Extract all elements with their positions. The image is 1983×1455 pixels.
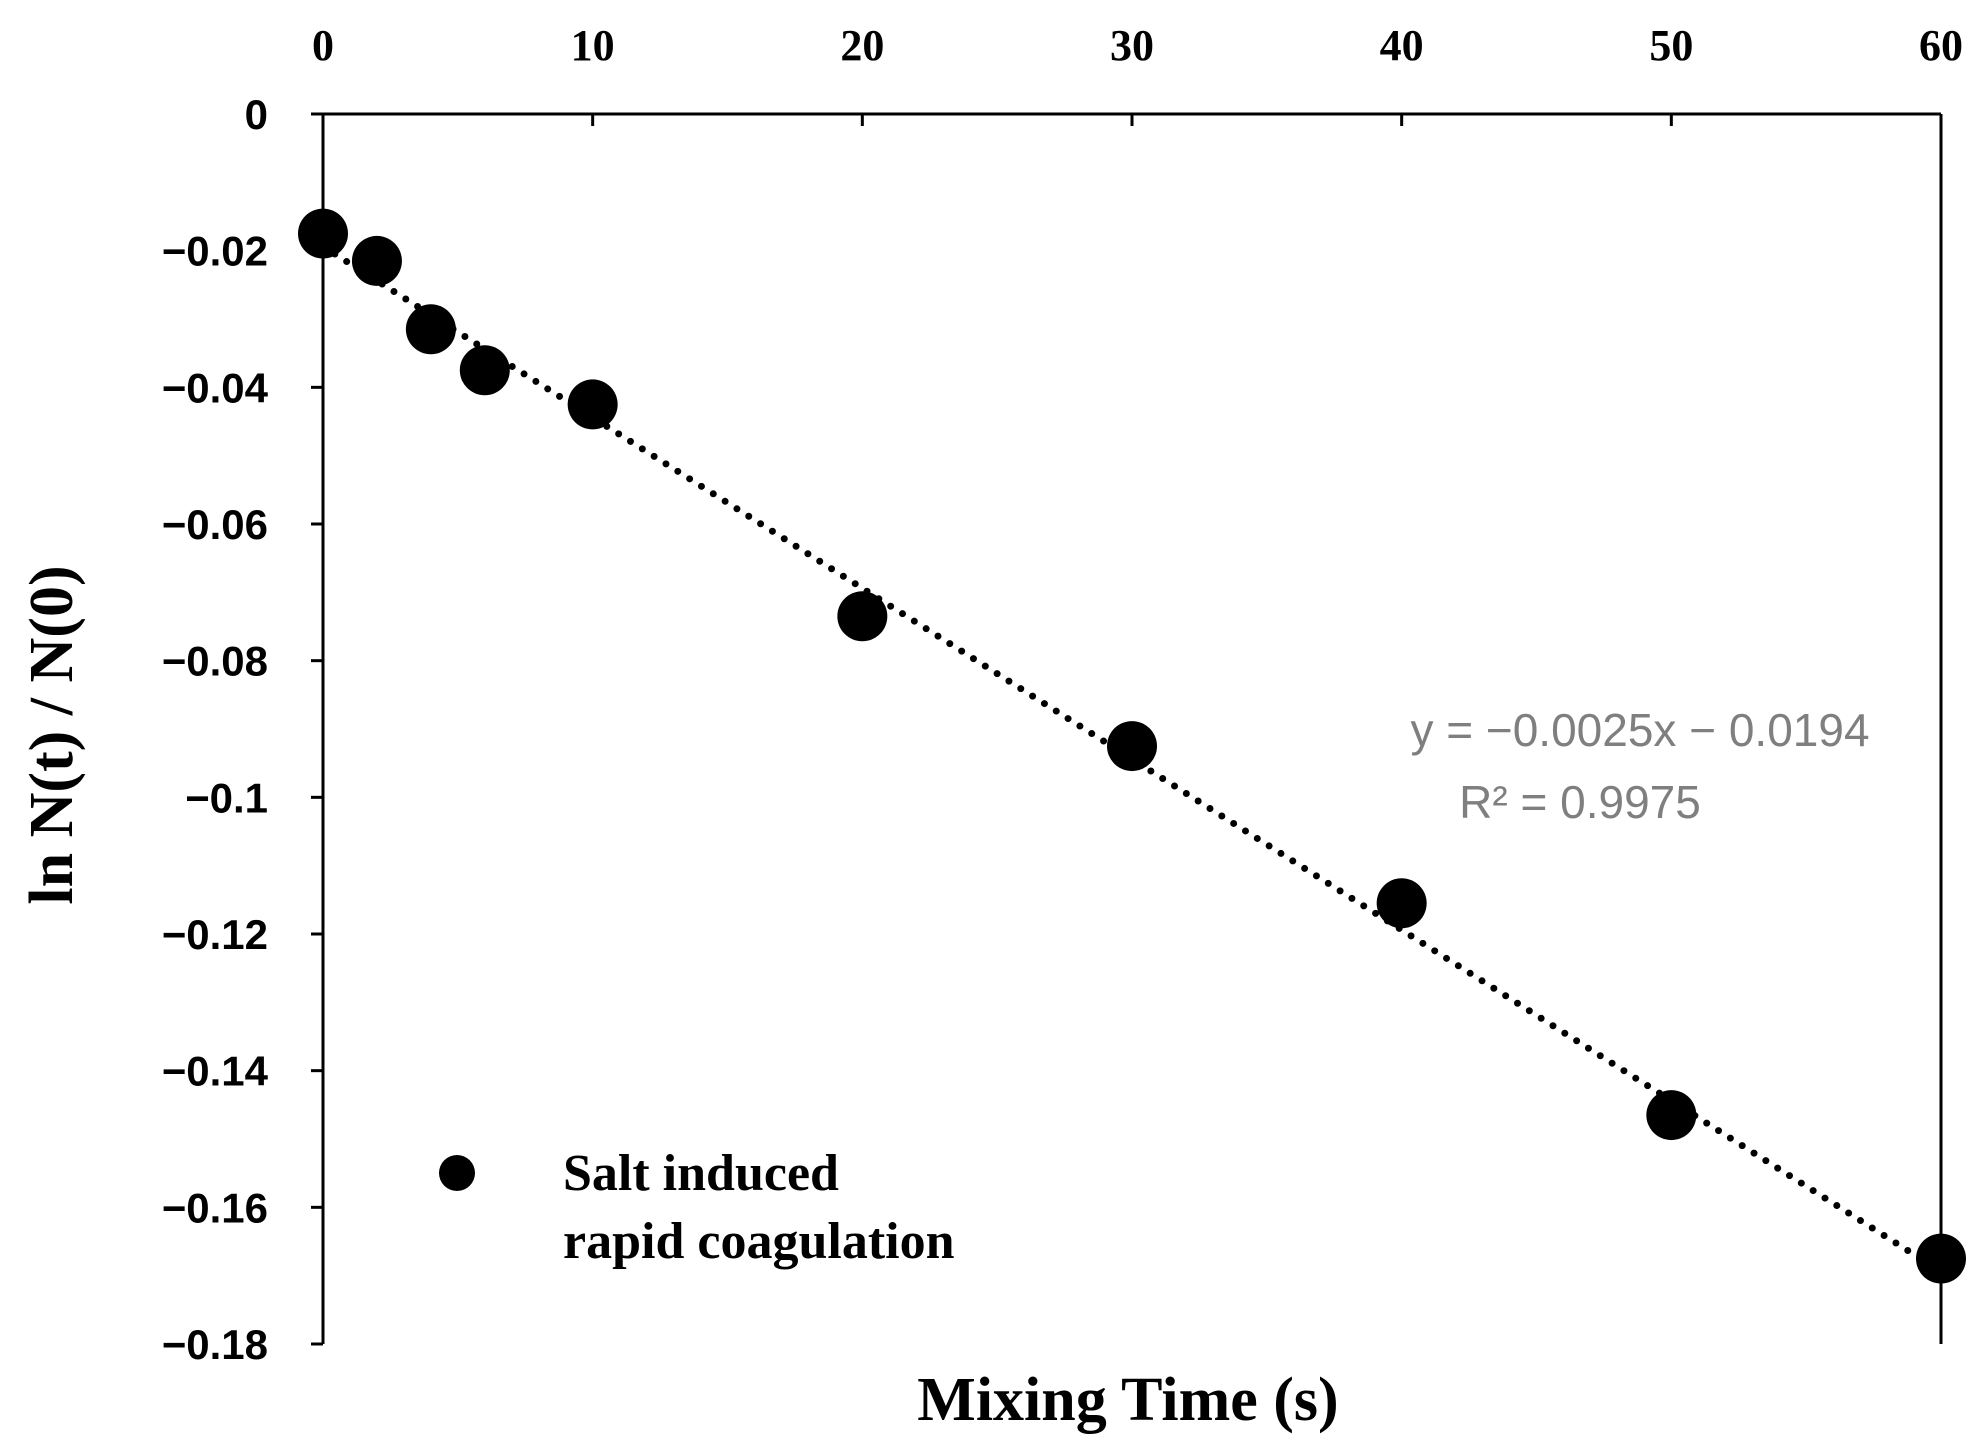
legend: Salt induced rapid coagulation — [439, 1145, 955, 1270]
y-axis-ticks: 0 −0.02 −0.04 −0.06 −0.08 −0.1 −0.12 −0.14 −0.16… — [162, 91, 323, 1368]
y-tick-label: −0.16 — [162, 1184, 268, 1231]
y-tick-label: −0.04 — [162, 364, 269, 411]
legend-label-line-1: Salt induced — [563, 1145, 839, 1202]
data-point — [1916, 1233, 1966, 1284]
data-point — [567, 379, 618, 430]
data-point — [1376, 878, 1427, 929]
y-tick-label: −0.18 — [162, 1321, 268, 1368]
y-tick-label: −0.08 — [162, 638, 268, 685]
data-point — [1646, 1090, 1697, 1141]
trendline-equation: y = −0.0025x − 0.0194 — [1410, 704, 1869, 756]
y-tick-label: −0.1 — [185, 774, 268, 821]
legend-marker — [439, 1155, 475, 1191]
x-tick-label: 30 — [1110, 21, 1154, 70]
r-squared-label: R² = 0.9975 — [1459, 776, 1701, 828]
y-axis-title: ln N(t) / N(0) — [18, 565, 86, 904]
x-tick-label: 20 — [840, 21, 884, 70]
y-tick-label: −0.14 — [162, 1048, 269, 1095]
y-tick-label: 0 — [245, 91, 268, 138]
y-tick-label: −0.02 — [162, 228, 268, 275]
x-tick-label: 0 — [312, 21, 334, 70]
data-point — [351, 235, 402, 286]
x-tick-label: 60 — [1919, 21, 1963, 70]
data-point — [1107, 721, 1157, 772]
data-point — [459, 345, 510, 396]
data-point — [405, 304, 456, 355]
x-tick-label: 50 — [1649, 21, 1693, 70]
x-axis-ticks: 0 10 20 30 40 50 60 — [312, 21, 1963, 126]
x-tick-label: 10 — [571, 21, 615, 70]
x-tick-label: 40 — [1380, 21, 1424, 70]
y-tick-label: −0.06 — [162, 501, 268, 548]
data-point — [298, 208, 348, 259]
data-point — [837, 591, 888, 642]
legend-label-line-2: rapid coagulation — [563, 1213, 955, 1270]
y-tick-label: −0.12 — [162, 911, 268, 958]
x-axis-title: Mixing Time (s) — [917, 1366, 1338, 1434]
data-points — [298, 208, 1966, 1284]
